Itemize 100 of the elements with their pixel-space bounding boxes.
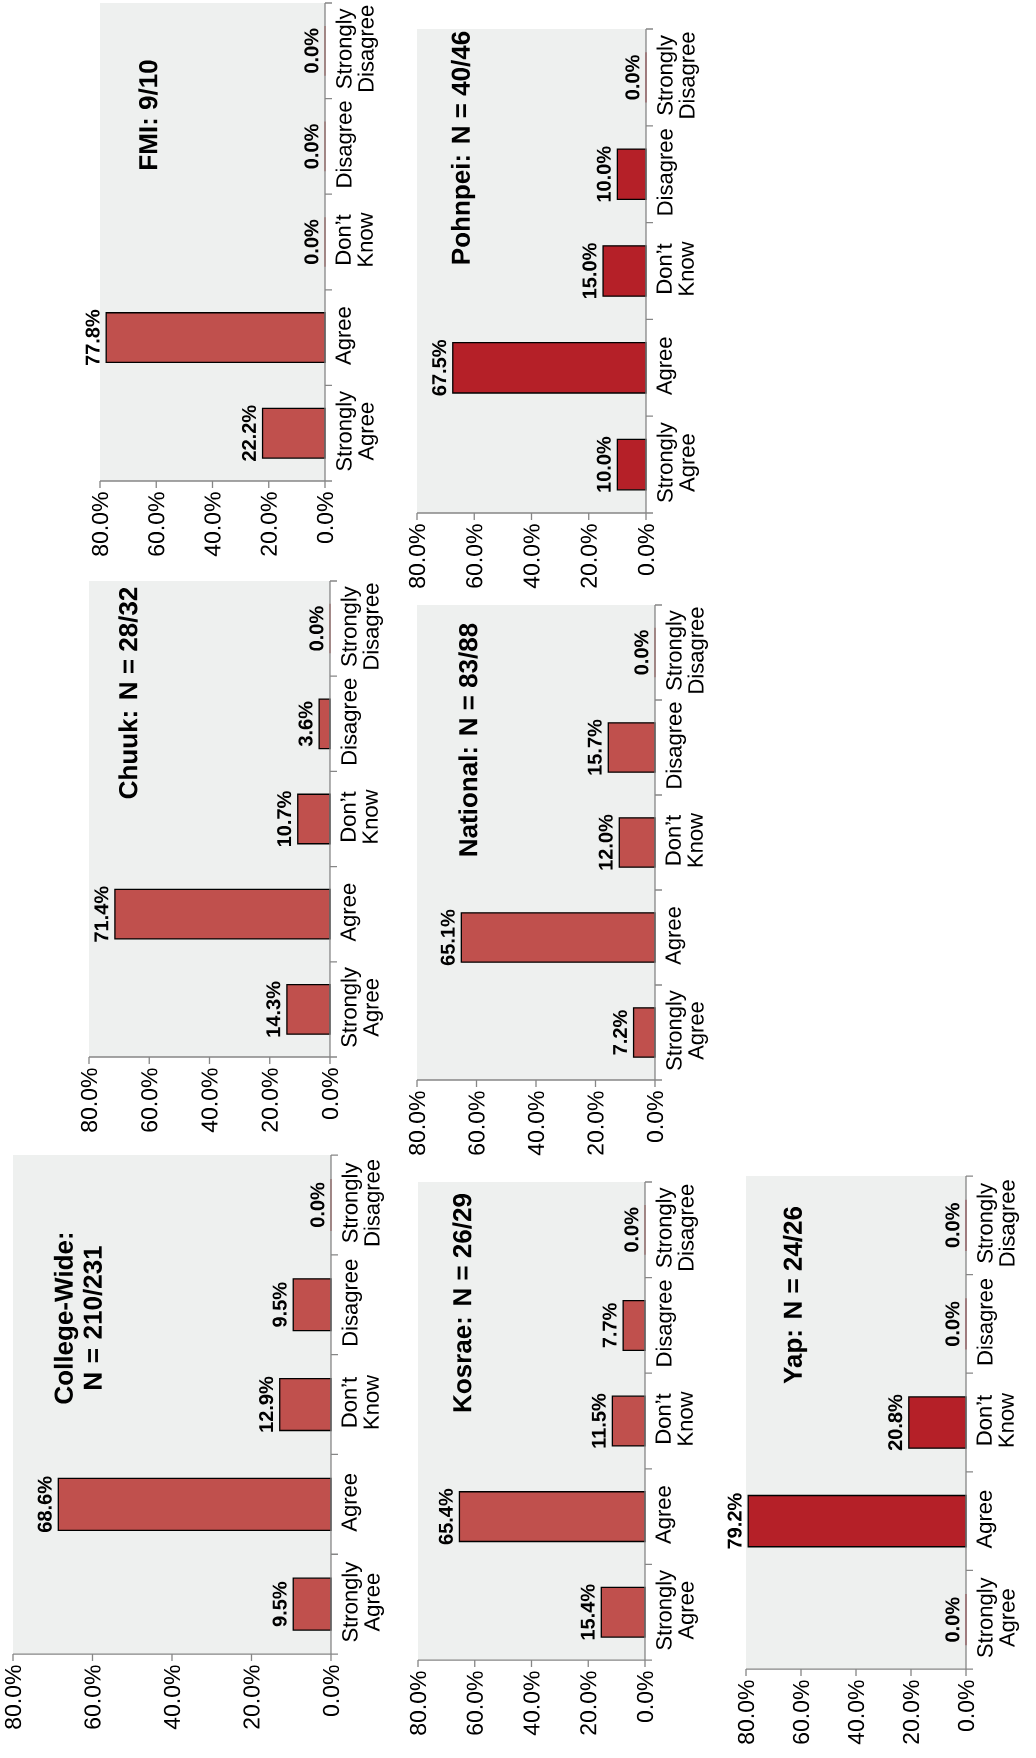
data-label: 0.0%: [625, 55, 640, 100]
y-tick-label: Strongly Disagree: [655, 1184, 699, 1271]
data-label: 15.4%: [580, 1584, 595, 1640]
bar: [452, 341, 647, 394]
data-label: 20.8%: [888, 1394, 903, 1451]
data-label: 77.8%: [85, 309, 100, 366]
data-label: 10.0%: [596, 146, 611, 202]
x-tick-label: 0.0%: [637, 524, 655, 576]
text: Pohnpei: N = 40/46: [450, 31, 476, 264]
x-tick-label: 40.0%: [204, 492, 221, 557]
bar: [279, 1377, 332, 1432]
bar: [292, 1278, 332, 1332]
y-tick-label: Agree: [335, 307, 356, 365]
x-tick-label: 80.0%: [80, 1068, 98, 1132]
data-label: 67.5%: [432, 340, 447, 396]
data-label: 0.0%: [945, 1301, 960, 1346]
bar: [602, 245, 647, 297]
text: Chuuk: N = 28/32: [118, 587, 138, 799]
data-label: 79.2%: [727, 1493, 742, 1549]
bar: [458, 1491, 646, 1543]
x-tick-label: 80.0%: [4, 1665, 22, 1729]
y-tick-label: Disagree: [656, 129, 678, 215]
x-tick-label: 0.0%: [322, 1665, 340, 1717]
data-label: 22.2%: [241, 405, 257, 461]
x-tick-label: 40.0%: [523, 524, 540, 589]
data-label: 0.0%: [304, 124, 319, 169]
data-label: 0.0%: [304, 28, 319, 73]
text: College-Wide: N = 210/231: [53, 1233, 103, 1404]
x-tick-label: 0.0%: [636, 1671, 654, 1723]
data-label: 12.0%: [598, 814, 613, 870]
x-tick-label: 60.0%: [466, 524, 483, 588]
data-label: 65.4%: [438, 1488, 453, 1545]
y-tick-label: Agree: [665, 907, 686, 965]
x-tick-label: 0.0%: [316, 492, 334, 544]
y-tick-label: Agree: [656, 337, 677, 396]
x-tick-label: 20.0%: [580, 524, 597, 588]
y-tick-label: Agree: [340, 883, 361, 942]
bar: [611, 1395, 646, 1447]
y-tick-label: Strongly Disagree: [665, 607, 709, 693]
data-label: 14.3%: [266, 981, 281, 1037]
y-tick-label: Don’t Know: [341, 1374, 379, 1429]
x-tick-label: 20.0%: [902, 1680, 920, 1744]
x-tick-label: 60.0%: [792, 1680, 810, 1744]
x-tick-label: 60.0%: [141, 1068, 158, 1132]
data-label: 0.0%: [945, 1203, 960, 1248]
y-tick-label: Strongly Agree: [341, 1561, 385, 1642]
y-tick-label: Don’t Know: [656, 241, 694, 295]
bar: [114, 888, 331, 940]
bar: [616, 148, 647, 201]
y-tick-label: Agree: [655, 1486, 676, 1544]
y-tick-label: Strongly Disagree: [656, 32, 700, 118]
text: FMI: 9/10: [138, 60, 158, 169]
data-label: 3.6%: [298, 701, 313, 747]
data-label: 71.4%: [94, 886, 109, 942]
data-label: 68.6%: [37, 1476, 52, 1532]
y-tick-label: Agree: [976, 1490, 997, 1549]
x-tick-label: 80.0%: [91, 492, 109, 556]
bar: [618, 817, 656, 868]
y-tick-label: Disagree: [655, 1280, 677, 1366]
y-tick-label: Strongly Disagree: [976, 1180, 1020, 1266]
y-tick-label: Strongly Disagree: [335, 5, 379, 92]
y-tick-label: Don’t Know: [976, 1392, 1014, 1447]
y-tick-label: Agree: [341, 1473, 362, 1532]
data-label: 15.7%: [587, 719, 602, 775]
data-label: 7.2%: [612, 1010, 628, 1055]
y-tick-label: Disagree: [976, 1278, 998, 1365]
x-tick-label: 60.0%: [148, 492, 165, 556]
x-tick-label: 40.0%: [523, 1671, 540, 1736]
bar: [292, 1577, 332, 1631]
y-tick-label: Don’t Know: [335, 212, 373, 266]
data-label: 0.0%: [304, 219, 319, 265]
y-tick-label: Don’t Know: [665, 812, 703, 867]
x-tick-label: 80.0%: [408, 524, 426, 588]
x-tick-label: 0.0%: [957, 1680, 975, 1732]
x-tick-label: 20.0%: [587, 1091, 604, 1155]
bar: [286, 984, 331, 1035]
data-label: 0.0%: [624, 1207, 639, 1252]
text: Kosrae: N = 26/29: [452, 1194, 472, 1412]
y-tick-label: Strongly Agree: [340, 967, 384, 1047]
bar: [616, 438, 647, 491]
data-label: 10.0%: [596, 436, 611, 492]
bar: [622, 1299, 646, 1351]
x-tick-label: 80.0%: [409, 1671, 427, 1735]
data-label: 9.5%: [272, 1581, 287, 1627]
data-label: 15.0%: [582, 243, 597, 299]
bar: [600, 1586, 646, 1638]
data-label: 7.7%: [602, 1303, 617, 1348]
bar: [607, 722, 656, 773]
data-label: 0.0%: [309, 606, 324, 651]
y-tick-label: Strongly Disagree: [341, 1159, 385, 1246]
y-tick-label: Strongly Disagree: [340, 583, 384, 669]
bar: [632, 1007, 656, 1058]
x-tick-label: 60.0%: [84, 1665, 101, 1729]
y-tick-label: Don’t Know: [655, 1391, 693, 1445]
y-tick-label: Strongly Agree: [976, 1577, 1020, 1658]
y-tick-label: Disagree: [665, 702, 687, 788]
x-tick-label: 40.0%: [201, 1068, 218, 1133]
data-label: 0.0%: [634, 630, 649, 675]
x-tick-label: 0.0%: [646, 1091, 664, 1143]
x-tick-label: 0.0%: [321, 1068, 339, 1120]
